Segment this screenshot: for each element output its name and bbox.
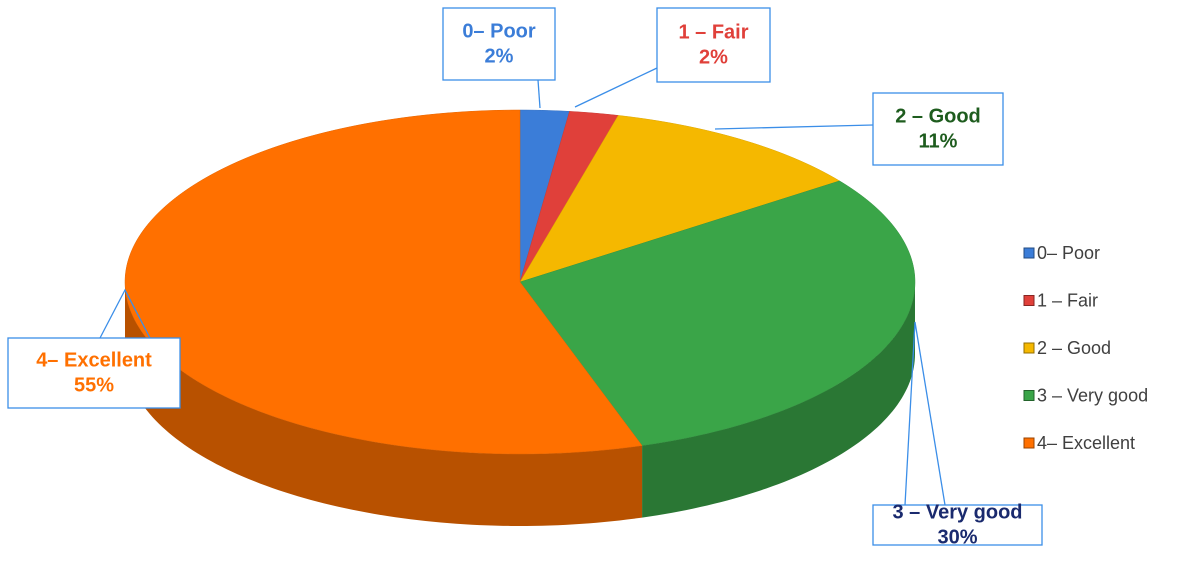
data-label-name: 0– Poor bbox=[462, 20, 536, 42]
leader bbox=[904, 321, 946, 506]
callout-box bbox=[656, 7, 771, 83]
legend-label: 4– Excellent bbox=[1037, 433, 1135, 453]
legend-label: 3 – Very good bbox=[1037, 385, 1148, 405]
data-labels: 0– Poor 2% 1 – Fair 2% 2 – Good 11% 3 – Very g… bbox=[7, 7, 1043, 548]
legend-swatch bbox=[1023, 342, 1035, 354]
data-label-value: 30% bbox=[937, 526, 977, 548]
data-label-value: 11% bbox=[919, 130, 958, 152]
leader bbox=[99, 288, 151, 339]
data-label-name: 4– Excellent bbox=[36, 349, 152, 371]
legend-swatch bbox=[1023, 390, 1035, 401]
callout-box bbox=[7, 337, 181, 409]
legend-label: 1 – Fair bbox=[1037, 290, 1098, 310]
leader bbox=[537, 79, 541, 109]
data-label-value: 2% bbox=[485, 45, 514, 67]
callout-leaders bbox=[99, 67, 946, 506]
pie-slice bbox=[519, 115, 841, 283]
data-label-name: 1 – Fair bbox=[678, 21, 748, 43]
callout-box bbox=[442, 7, 556, 81]
callout-box bbox=[872, 92, 1004, 166]
data-label-name: 2 – Good bbox=[895, 105, 981, 127]
pie-slice bbox=[519, 111, 619, 283]
legend-label: 2 – Good bbox=[1037, 338, 1111, 358]
legend-swatch bbox=[1023, 437, 1035, 449]
data-label-value: 2% bbox=[699, 46, 728, 68]
pie-slice bbox=[124, 109, 643, 455]
leader bbox=[574, 67, 658, 108]
pie-sides bbox=[125, 282, 915, 526]
leader bbox=[714, 124, 874, 130]
legend: 0– Poor 1 – Fair 2 – Good 3 – Very good 4– E… bbox=[1023, 243, 1148, 453]
data-label-name: 3 – Very good bbox=[892, 501, 1022, 523]
data-label-value: 55% bbox=[74, 374, 114, 396]
callout-box bbox=[872, 504, 1043, 546]
pie-side bbox=[125, 282, 643, 526]
pie-side bbox=[642, 282, 915, 518]
legend-swatch bbox=[1023, 295, 1035, 306]
pie-slice bbox=[519, 180, 916, 446]
legend-label: 0– Poor bbox=[1037, 243, 1100, 263]
legend-swatch bbox=[1023, 247, 1035, 259]
pie-tops bbox=[124, 109, 916, 455]
